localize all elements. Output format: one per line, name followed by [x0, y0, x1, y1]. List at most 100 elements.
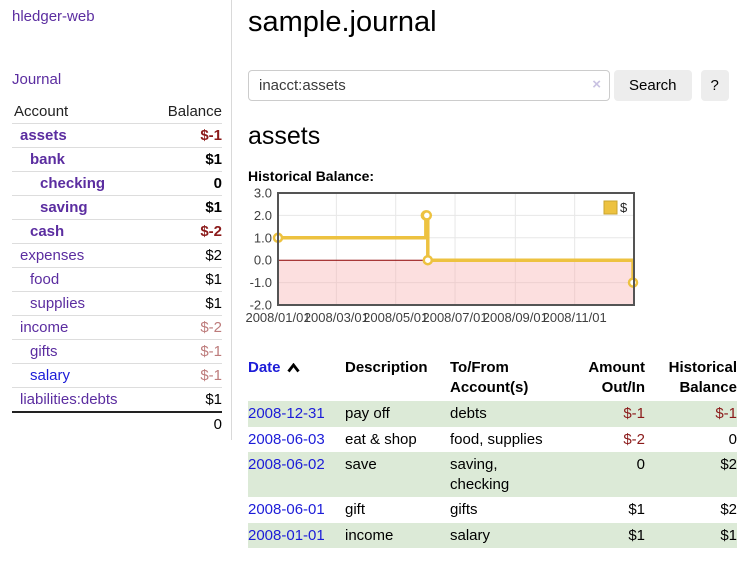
accounts-header-row: Account Balance	[12, 100, 222, 124]
account-balance: $2	[205, 247, 222, 264]
y-tick-label: 0.0	[254, 253, 272, 268]
transaction-accounts: gifts	[450, 501, 478, 519]
account-link-assets[interactable]: assets	[20, 127, 67, 144]
y-tick-label: -2.0	[250, 298, 272, 313]
register-row: 2008-01-01 income salary $1 $1	[248, 522, 737, 549]
account-balance: $-1	[200, 343, 222, 360]
transaction-accounts: food, supplies	[450, 430, 543, 448]
account-link-expenses[interactable]: expenses	[20, 247, 85, 264]
accounts-table: Account Balance assets $-1 bank $1 checking 0…	[12, 100, 222, 436]
account-row: cash $-2	[12, 220, 222, 244]
chart-title: Historical Balance:	[248, 168, 375, 185]
account-heading: assets	[248, 122, 321, 151]
account-balance: $1	[205, 151, 222, 168]
search-button[interactable]: Search	[614, 70, 692, 102]
transaction-amount: $-1	[623, 405, 645, 423]
page-title: sample.journal	[248, 6, 437, 38]
account-balance: $-2	[200, 319, 222, 336]
search-form: × Search ?	[248, 70, 737, 102]
account-balance: $-1	[200, 367, 222, 384]
transaction-balance: $2	[720, 501, 737, 519]
account-balance: $1	[205, 199, 222, 216]
account-row: saving $1	[12, 196, 222, 220]
account-link-saving[interactable]: saving	[40, 199, 88, 216]
register-row: 2008-06-01 gift gifts $1 $2	[248, 497, 737, 523]
transaction-date-link[interactable]: 2008-01-01	[248, 526, 325, 544]
balance-chart-svg: $3.0 2.0 1.0 0.0 -1.0 -2.02008/01/012008/03/0…	[245, 186, 639, 325]
col-accounts: To/From Account(s)	[450, 359, 529, 396]
y-tick-label: 2.0	[254, 208, 272, 223]
account-link-liabilities-debts[interactable]: liabilities:debts	[20, 391, 118, 408]
col-amount: Amount Out/In	[588, 359, 645, 396]
accounts-header-balance: Balance	[167, 103, 222, 120]
col-date-label: Date	[248, 359, 281, 377]
transaction-description: gift	[345, 501, 366, 519]
account-row: liabilities:debts $1	[12, 388, 222, 412]
account-link-checking[interactable]: checking	[40, 175, 106, 192]
account-row: gifts $-1	[12, 340, 222, 364]
transaction-balance: 0	[728, 430, 737, 448]
account-balance: $-1	[200, 127, 222, 144]
transaction-balance: $1	[720, 526, 737, 544]
transaction-date-link[interactable]: 2008-06-01	[248, 501, 325, 519]
account-link-food[interactable]: food	[30, 271, 60, 288]
accounts-total-row: 0	[12, 412, 222, 436]
account-link-gifts[interactable]: gifts	[30, 343, 58, 360]
transaction-balance: $-1	[715, 405, 737, 423]
date-sort-link[interactable]: Date	[248, 358, 300, 378]
search-input[interactable]	[248, 70, 610, 102]
transaction-description: eat & shop	[345, 430, 417, 448]
search-help-button[interactable]: ?	[700, 70, 729, 102]
account-link-bank[interactable]: bank	[30, 151, 66, 168]
legend-label: $	[620, 200, 628, 215]
account-balance: $1	[205, 271, 222, 288]
transaction-accounts: salary	[450, 526, 491, 544]
account-link-supplies[interactable]: supplies	[30, 295, 86, 312]
transaction-amount: $-2	[623, 430, 645, 448]
y-tick-label: 1.0	[254, 230, 272, 245]
account-row: supplies $1	[12, 292, 222, 316]
y-tick-label: 3.0	[254, 186, 272, 201]
y-tick-label: -1.0	[250, 275, 272, 290]
clear-search-icon[interactable]: ×	[592, 76, 601, 94]
accounts-total-balance: 0	[213, 416, 222, 433]
account-row: salary $-1	[12, 364, 222, 388]
register-row: 2008-06-02 save saving, checking 0 $2	[248, 452, 737, 498]
register-row: 2008-06-03 eat & shop food, supplies $-2 0	[248, 427, 737, 453]
transaction-amount: 0	[636, 456, 645, 474]
account-link-income[interactable]: income	[20, 319, 69, 336]
x-tick-label: 2008/07/01	[422, 310, 487, 325]
x-tick-label: 2008/05/01	[363, 310, 428, 325]
sidebar: hledger-web Journal Account Balance asse…	[0, 0, 232, 440]
transaction-balance: $2	[720, 456, 737, 474]
col-description: Description	[345, 359, 428, 377]
brand-link[interactable]: hledger-web	[12, 8, 95, 25]
transaction-description: pay off	[345, 405, 390, 423]
register-row: 2008-12-31 pay off debts $-1 $-1	[248, 401, 737, 427]
transaction-date-link[interactable]: 2008-06-03	[248, 430, 325, 448]
transaction-accounts: debts	[450, 405, 487, 423]
transaction-date-link[interactable]: 2008-06-02	[248, 456, 325, 474]
x-tick-label: 2008/03/01	[304, 310, 369, 325]
transaction-accounts: saving, checking	[450, 456, 510, 493]
account-row: checking 0	[12, 172, 222, 196]
sidebar-item-journal[interactable]: Journal	[12, 71, 62, 88]
accounts-header-account: Account	[14, 103, 69, 120]
main-content: sample.journal × Search ? assets Histori…	[232, 0, 742, 549]
account-balance: $1	[205, 295, 222, 312]
account-row: bank $1	[12, 148, 222, 172]
x-tick-label: 2008/01/01	[245, 310, 310, 325]
search-input-wrap: ×	[248, 70, 610, 102]
transaction-date-link[interactable]: 2008-12-31	[248, 405, 325, 423]
account-row: food $1	[12, 268, 222, 292]
account-row: expenses $2	[12, 244, 222, 268]
account-balance: $-2	[200, 223, 222, 240]
account-balance: $1	[205, 391, 222, 408]
app-window: hledger-web Journal Account Balance asse…	[0, 0, 742, 549]
account-link-salary[interactable]: salary	[30, 367, 71, 384]
sort-ascending-icon	[286, 362, 300, 373]
account-balance: 0	[213, 175, 222, 192]
historical-balance-chart: $3.0 2.0 1.0 0.0 -1.0 -2.0 2008/01/01 2008/03/0…	[245, 186, 737, 331]
register-header-row: Date Description To/From Account(s) Amou…	[248, 356, 737, 401]
account-link-cash[interactable]: cash	[30, 223, 65, 240]
